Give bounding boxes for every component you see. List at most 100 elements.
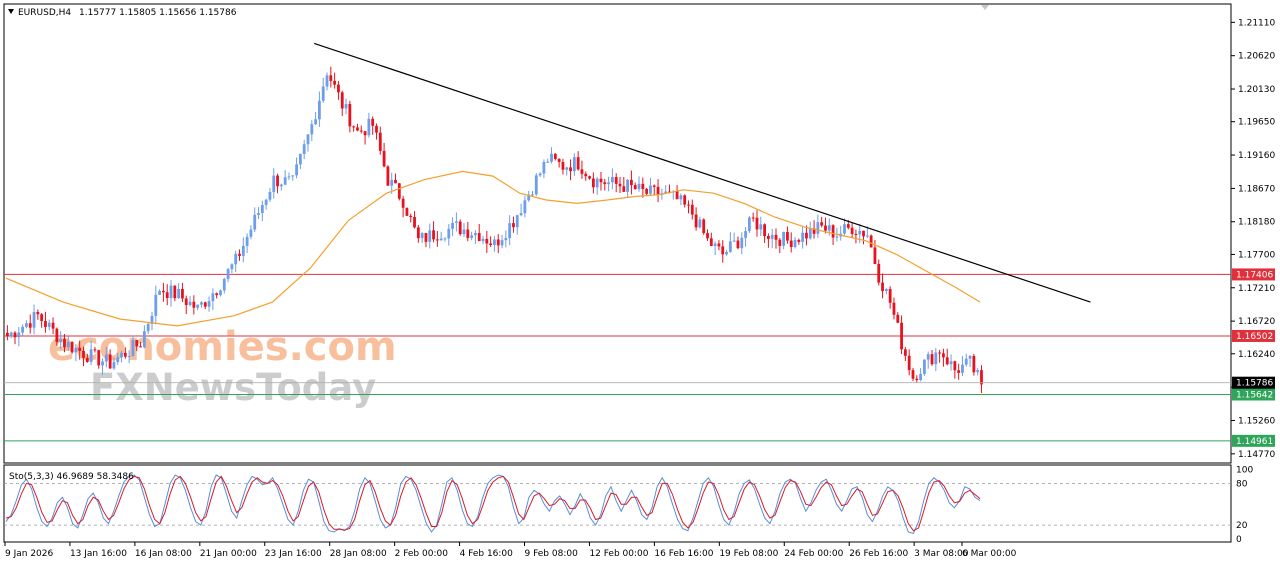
candle-body bbox=[865, 235, 869, 237]
ma-line bbox=[5, 170, 981, 327]
candle bbox=[816, 214, 820, 238]
candle-body bbox=[626, 179, 630, 192]
candle bbox=[215, 292, 219, 299]
candle-body bbox=[911, 370, 915, 379]
candle bbox=[85, 353, 89, 363]
candle-body bbox=[702, 219, 706, 234]
candle-body bbox=[584, 173, 588, 177]
shift-marker-icon[interactable] bbox=[981, 5, 989, 10]
candle-body bbox=[44, 321, 47, 327]
candle bbox=[70, 341, 74, 354]
candle bbox=[59, 331, 63, 350]
x-tick-label: 12 Feb 00:00 bbox=[589, 549, 648, 559]
candle bbox=[645, 187, 649, 196]
candle bbox=[858, 223, 862, 244]
candle-body bbox=[70, 342, 74, 353]
moving-average bbox=[5, 170, 981, 327]
candle-body bbox=[211, 293, 215, 302]
candle-body bbox=[165, 292, 169, 299]
candle-body bbox=[177, 288, 181, 299]
candle-body bbox=[603, 182, 607, 185]
candle-body bbox=[519, 213, 523, 216]
candle-body bbox=[690, 204, 694, 215]
candle bbox=[253, 207, 257, 232]
candle bbox=[789, 232, 793, 253]
candle bbox=[321, 77, 325, 103]
candle bbox=[405, 207, 409, 217]
candle-body bbox=[405, 207, 409, 216]
dropdown-triangle-icon[interactable] bbox=[8, 9, 14, 14]
candle bbox=[919, 368, 922, 382]
candle bbox=[736, 236, 740, 250]
candle-body bbox=[17, 332, 21, 338]
candle bbox=[409, 213, 413, 223]
candle-body bbox=[25, 323, 28, 327]
x-tick-label: 2 Feb 00:00 bbox=[395, 549, 449, 559]
candle-body bbox=[641, 183, 645, 189]
candle-body bbox=[344, 104, 348, 109]
candle bbox=[6, 325, 9, 341]
candle-body bbox=[942, 353, 945, 358]
candle-body bbox=[789, 240, 793, 248]
candle bbox=[260, 200, 264, 222]
candle bbox=[234, 250, 238, 273]
candle bbox=[713, 241, 717, 255]
candle bbox=[363, 131, 367, 145]
candle bbox=[196, 304, 200, 311]
candle bbox=[329, 66, 333, 88]
candle-body bbox=[489, 243, 493, 245]
candle-body bbox=[949, 361, 953, 365]
candle bbox=[504, 230, 508, 248]
candle-body bbox=[333, 80, 337, 85]
candle-body bbox=[843, 224, 846, 234]
candle-body bbox=[687, 204, 690, 206]
candle-body bbox=[553, 153, 557, 159]
candle bbox=[116, 352, 120, 366]
candle bbox=[44, 311, 47, 333]
candle-body bbox=[6, 332, 9, 337]
candle bbox=[188, 296, 192, 307]
candle-body bbox=[656, 186, 660, 195]
candle bbox=[375, 123, 378, 140]
candle-body bbox=[900, 322, 903, 350]
candle-body bbox=[580, 169, 584, 174]
candle bbox=[633, 182, 637, 190]
level-price-tag bbox=[1232, 434, 1275, 447]
y-tick-label: 1.17210 bbox=[1238, 284, 1275, 294]
candle bbox=[843, 218, 846, 237]
candle bbox=[458, 219, 462, 236]
candle-body bbox=[435, 239, 439, 241]
candle-body bbox=[413, 217, 416, 228]
candle-body bbox=[63, 339, 66, 348]
candle-body bbox=[116, 357, 120, 363]
candle-body bbox=[85, 357, 89, 362]
candle bbox=[306, 134, 310, 152]
watermark: economies.com FXNewsToday bbox=[48, 324, 397, 409]
candle bbox=[618, 176, 622, 194]
candle bbox=[298, 153, 302, 170]
candle-body bbox=[451, 222, 454, 229]
candle bbox=[177, 283, 181, 299]
candle-body bbox=[329, 75, 333, 81]
candle bbox=[82, 346, 85, 367]
candle bbox=[462, 223, 466, 237]
candle bbox=[546, 158, 550, 164]
candlesticks bbox=[6, 66, 983, 394]
price-panel[interactable] bbox=[3, 3, 1232, 464]
candle bbox=[150, 311, 154, 331]
time-axis[interactable]: 9 Jan 2026 13 Jan 16:00 16 Jan 08:00 21 Jan… bbox=[4, 542, 1017, 559]
candle bbox=[66, 336, 70, 351]
candle-body bbox=[740, 237, 744, 249]
candle-body bbox=[797, 239, 801, 242]
candle bbox=[945, 348, 949, 366]
candle bbox=[314, 111, 318, 126]
candle bbox=[139, 341, 142, 348]
price-axis[interactable]: 1.21110 1.20620 1.20130 1.19650 1.19160 1.186… bbox=[4, 18, 1275, 460]
candle bbox=[949, 354, 953, 371]
candle-body bbox=[283, 177, 287, 185]
x-tick-label: 24 Feb 00:00 bbox=[784, 549, 843, 559]
candle bbox=[416, 224, 420, 243]
candle bbox=[378, 126, 382, 155]
candle-body bbox=[458, 221, 462, 235]
